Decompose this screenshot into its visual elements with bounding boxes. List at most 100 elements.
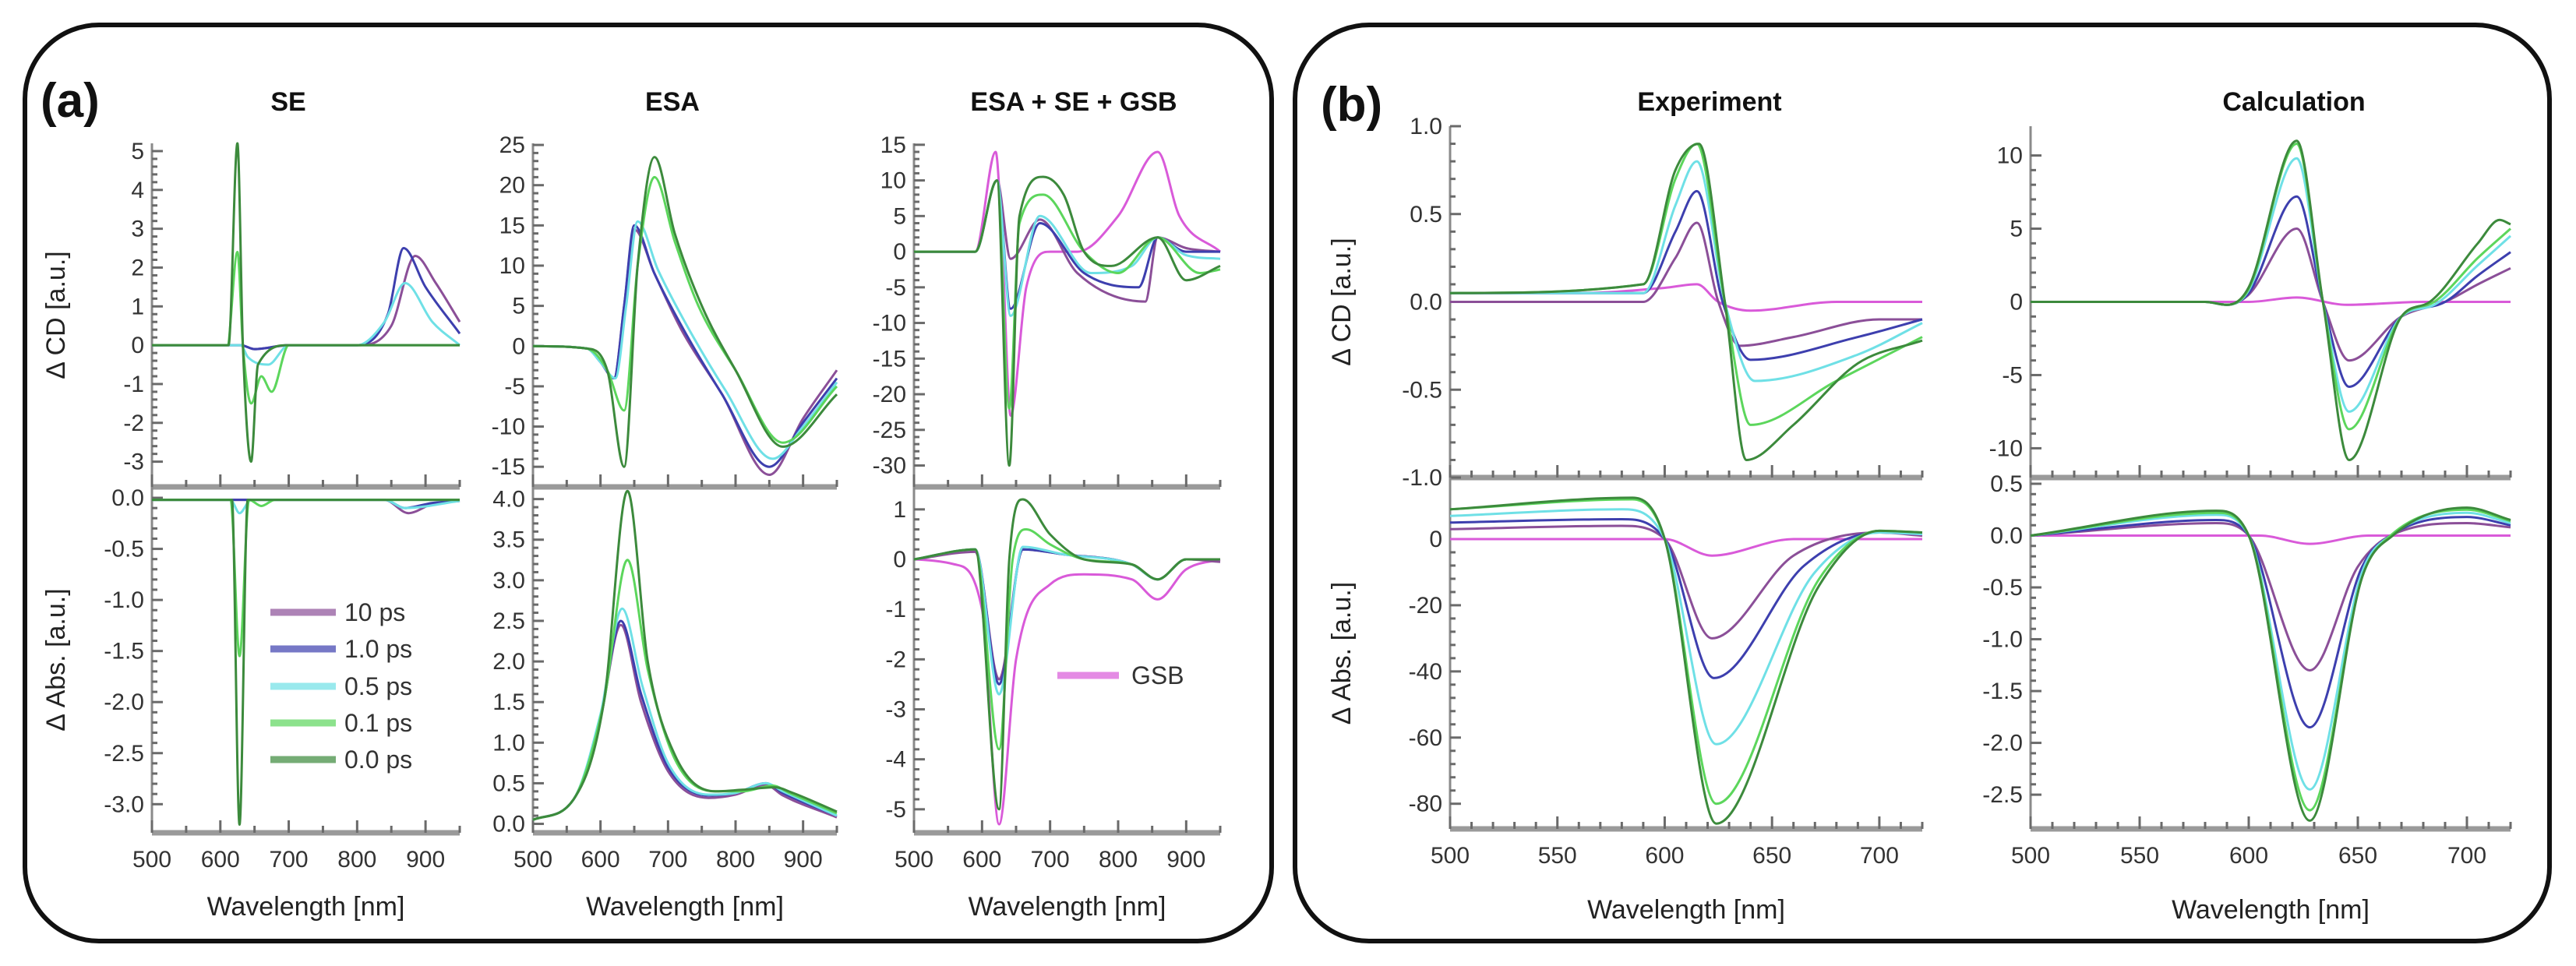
subplot-6: -1.0 -0.5 0.0 0.5 1.0 Experiment Δ CD [a.u.] (1327, 87, 1924, 491)
subplot-8: -10 -5 0 5 10 Calculation (1989, 87, 2512, 481)
series-line-1-0-ps (2031, 143, 2512, 431)
x-tick-label: 600 (1645, 843, 1684, 869)
subplot-title: Calculation (2222, 87, 2365, 117)
x-tick-label: 700 (2447, 843, 2486, 869)
y-tick-label: 3 (131, 217, 144, 242)
legend-label: 1.0 ps (344, 635, 412, 663)
y-tick-label: 20 (499, 173, 525, 199)
y-tick-label: -1 (885, 597, 906, 622)
y-tick-label: -15 (492, 454, 525, 480)
x-tick-label: 900 (784, 847, 823, 873)
x-tick-label: 500 (132, 847, 171, 873)
series-line-0-5-ps (532, 220, 838, 460)
y-tick-label: 0.0 (1990, 524, 2023, 549)
series-line-0-1-ps (152, 499, 460, 658)
series-line-0-0-ps (152, 499, 460, 826)
y-tick-label: 15 (880, 132, 906, 158)
y-tick-label: -2.5 (104, 741, 144, 767)
y-tick-label: -0.5 (1982, 575, 2023, 601)
series-line-100-ps (1449, 524, 1923, 640)
y-tick-label: 0.0 (111, 485, 144, 511)
x-tick-label: 600 (962, 847, 1001, 873)
y-tick-label: -20 (873, 382, 906, 407)
panel-a-frame (23, 23, 1274, 943)
y-tick-label: 10 (499, 253, 525, 279)
y-tick-label: -3 (123, 450, 144, 475)
x-tick-label: 700 (270, 847, 309, 873)
subplot-title: Experiment (1637, 87, 1781, 117)
x-tick-label: 800 (716, 847, 755, 873)
x-tick-label: 700 (1860, 843, 1899, 869)
series-line-0-0-ps (914, 175, 1221, 467)
panel-a-label: (a) (41, 74, 100, 128)
series-line-10-ps (152, 255, 461, 351)
y-tick-label: 0 (893, 239, 906, 265)
series-line-10-ps (913, 548, 1221, 681)
series-line-50-ps (1450, 189, 1923, 361)
series-line-500-ps (1450, 538, 1922, 557)
legend-label: 0.0 ps (344, 746, 412, 774)
y-tick-label: 2 (131, 255, 144, 280)
series-line-0-1-ps (532, 175, 838, 444)
y-tick-label: 25 (499, 132, 525, 158)
y-tick-label: -4 (885, 747, 906, 773)
y-tick-label: -40 (1409, 659, 1442, 685)
legend-label: GSB (1131, 661, 1184, 689)
y-tick-label: -2 (123, 411, 144, 436)
y-tick-label: -1.0 (1402, 465, 1442, 491)
x-tick-label: 800 (1099, 847, 1138, 873)
x-tick-label: 800 (337, 847, 376, 873)
y-tick-label: -5 (885, 797, 906, 823)
y-tick-label: 4.0 (492, 487, 525, 513)
y-tick-label: -5 (504, 374, 525, 400)
series-line-0-5-ps (1449, 143, 1923, 461)
y-tick-label: -1.0 (104, 587, 144, 613)
y-tick-label: -5 (2002, 362, 2023, 388)
y-tick-label: 3.5 (492, 527, 525, 553)
y-tick-label: 0.0 (492, 812, 525, 837)
x-tick-label: 600 (2229, 843, 2268, 869)
series-line-0-1-ps (532, 559, 838, 821)
y-tick-label: -1 (123, 372, 144, 397)
x-tick-label: 500 (895, 847, 933, 873)
x-tick-label: 650 (1752, 843, 1791, 869)
y-tick-label: 1.0 (492, 730, 525, 756)
y-tick-label: 5 (2010, 217, 2023, 242)
series-line-500-ps (1450, 283, 1922, 312)
y-tick-label: -10 (492, 414, 525, 440)
panel-b-label: (b) (1321, 78, 1382, 132)
series-line-0-5-ps (152, 281, 461, 366)
y-tick-label: -10 (873, 311, 906, 337)
y-tick-label: -25 (873, 418, 906, 443)
legend: 10 ps 1.0 ps 0.5 ps 0.1 ps 0.0 ps (270, 598, 412, 774)
x-tick-label: 700 (1031, 847, 1070, 873)
y-tick-label: -60 (1409, 725, 1442, 751)
x-tick-label: 550 (1538, 843, 1577, 869)
x-axis-label: Wavelength [nm] (207, 892, 405, 922)
subplot-title: ESA + SE + GSB (970, 87, 1177, 117)
subplot-7: -80 -60 -40 -20 0 500 550 600 650 700 Δ Abs. [a.u.… (1327, 478, 1924, 925)
y-tick-label: 4 (131, 178, 144, 203)
x-tick-label: 500 (513, 847, 552, 873)
x-tick-label: 500 (2011, 843, 2050, 869)
series-line-gsb (914, 150, 1221, 417)
y-tick-label: -15 (873, 346, 906, 372)
subplot-0: -3 -2 -1 0 1 2 3 4 5 SE Δ CD [a.u.] (41, 87, 461, 490)
subplot-3: 0.0 0.5 1.0 1.5 2.0 2.5 3.0 3.5 4.0 500 600 700 800 9… (492, 487, 838, 922)
panel-b-frame (1293, 23, 2552, 943)
y-tick-label: 0 (131, 333, 144, 358)
subplot-title: ESA (645, 87, 700, 117)
y-tick-label: 0 (893, 547, 906, 573)
x-axis-label: Wavelength [nm] (1587, 895, 1785, 925)
y-tick-label: -2.0 (1982, 731, 2023, 756)
y-tick-label: 15 (499, 213, 525, 238)
x-axis-label: Wavelength [nm] (586, 892, 784, 922)
y-tick-label: 5 (512, 294, 525, 319)
y-axis-label: Δ Abs. [a.u.] (41, 588, 71, 731)
y-tick-label: -1.0 (1982, 627, 2023, 653)
x-tick-label: 550 (2120, 843, 2159, 869)
x-axis-label: Wavelength [nm] (969, 892, 1166, 922)
legend-label: 0.5 ps (344, 672, 412, 700)
y-tick-label: 0 (512, 333, 525, 359)
